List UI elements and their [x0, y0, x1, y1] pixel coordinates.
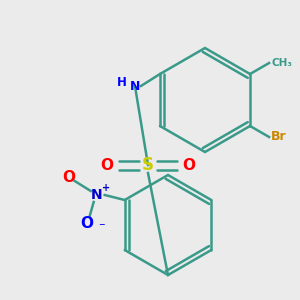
Text: S: S	[142, 156, 154, 174]
Text: H: H	[117, 76, 127, 89]
Text: O: O	[62, 169, 75, 184]
Text: O: O	[100, 158, 113, 172]
Text: ⁻: ⁻	[98, 221, 104, 235]
Text: N: N	[91, 188, 103, 202]
Text: Br: Br	[271, 130, 287, 143]
Text: O: O	[80, 215, 93, 230]
Text: O: O	[182, 158, 196, 172]
Text: +: +	[102, 183, 110, 193]
Text: N: N	[130, 80, 140, 92]
Text: CH₃: CH₃	[271, 58, 292, 68]
